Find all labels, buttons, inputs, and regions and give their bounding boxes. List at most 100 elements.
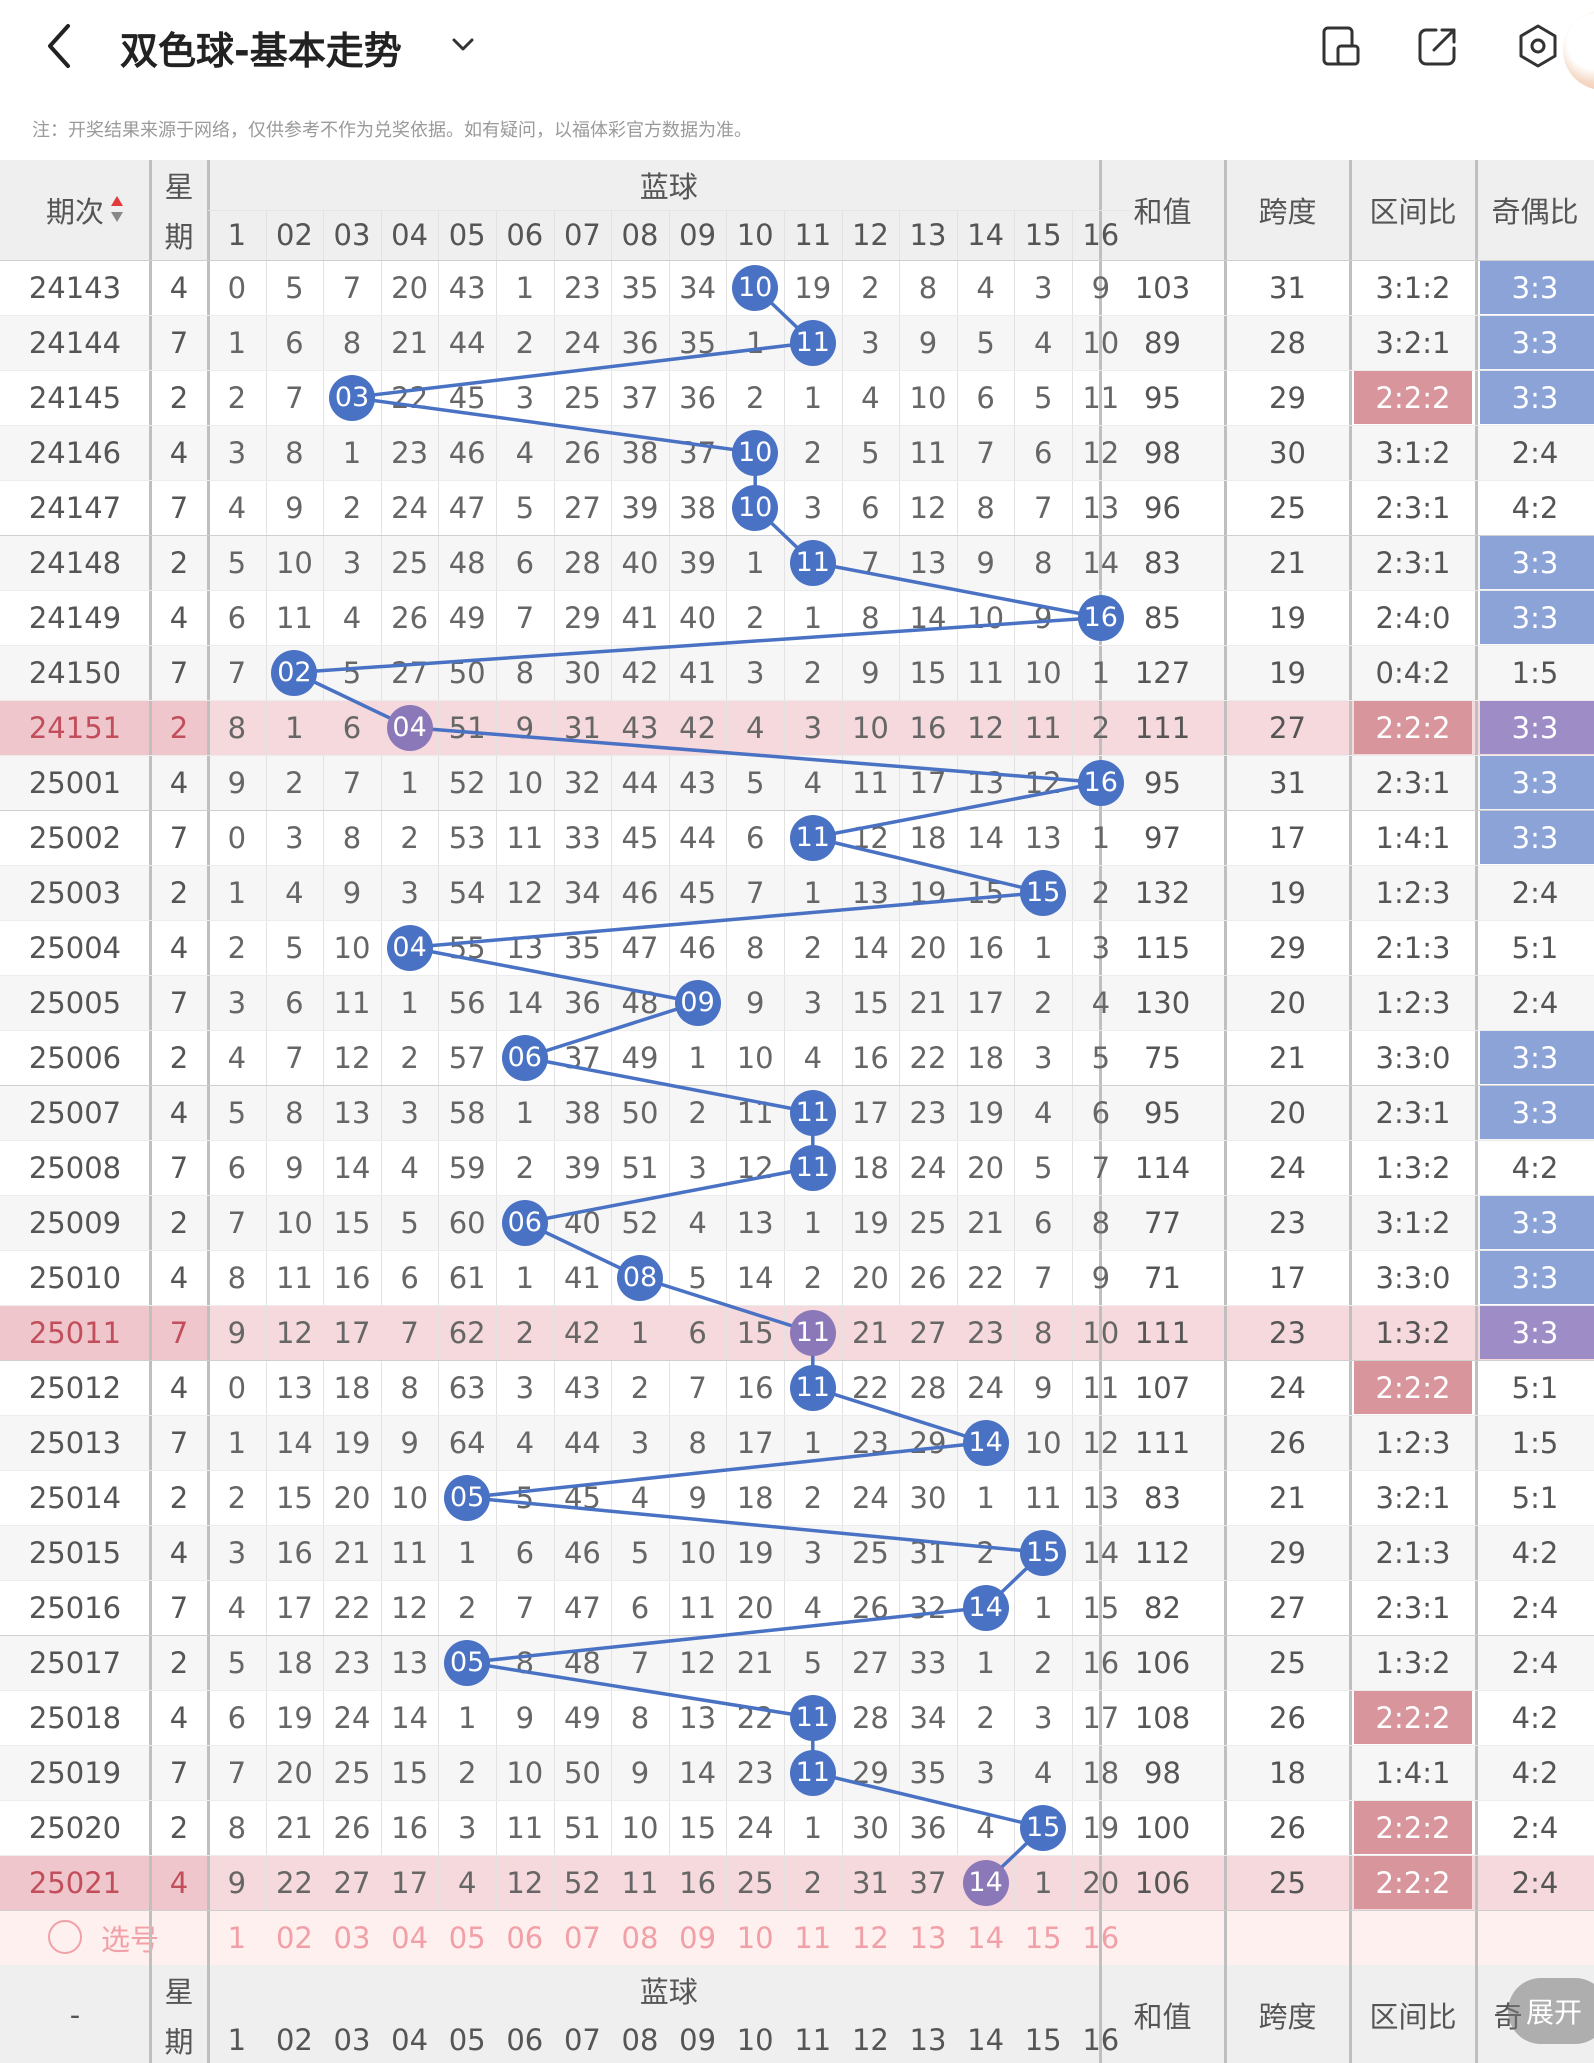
sum-cell: 115 <box>1134 930 1191 965</box>
header-col-09: 09 <box>679 218 717 252</box>
miss-count-cell: 18 <box>967 1040 1005 1075</box>
select-ball-14[interactable]: 14 <box>967 1920 1005 1955</box>
odd-even-cell: 4:2 <box>1511 1150 1559 1185</box>
miss-count-cell: 5 <box>745 765 765 800</box>
sum-cell: 112 <box>1134 1535 1191 1570</box>
back-arrow-icon[interactable] <box>38 18 88 74</box>
header-col-14: 14 <box>967 218 1005 252</box>
miss-count-cell: 23 <box>909 1095 947 1130</box>
row-highlight-left <box>0 1305 208 1360</box>
miss-count-cell: 46 <box>679 930 717 965</box>
week-cell: 2 <box>169 875 189 910</box>
select-ball-06[interactable]: 06 <box>506 1920 544 1955</box>
select-ball-09[interactable]: 09 <box>679 1920 717 1955</box>
chevron-down-icon[interactable] <box>446 30 480 60</box>
share-icon[interactable] <box>1414 22 1462 70</box>
odd-even-cell: 4:2 <box>1511 1755 1559 1790</box>
miss-count-cell: 3 <box>803 490 823 525</box>
miss-count-cell: 30 <box>851 1810 889 1845</box>
miss-count-cell: 19 <box>851 1205 889 1240</box>
expand-button[interactable]: 展开 <box>1508 1978 1594 2044</box>
miss-count-cell: 4 <box>227 490 247 525</box>
week-cell: 4 <box>169 1700 189 1735</box>
miss-count-cell: 6 <box>285 325 304 360</box>
zone-ratio-cell: 3:2:1 <box>1375 325 1451 360</box>
miss-count-cell: 9 <box>688 1480 707 1515</box>
footer-col-14: 14 <box>967 2023 1005 2057</box>
settings-icon[interactable] <box>1514 22 1562 70</box>
row-highlight-left <box>0 1855 208 1910</box>
miss-count-cell: 3 <box>1033 1040 1053 1075</box>
sum-cell: 95 <box>1144 380 1181 415</box>
miss-count-cell: 33 <box>909 1645 947 1680</box>
miss-count-cell: 27 <box>333 1865 371 1900</box>
miss-count-cell: 12 <box>967 710 1005 745</box>
miss-count-cell: 6 <box>400 1260 419 1295</box>
select-ball-03[interactable]: 03 <box>333 1920 371 1955</box>
miss-count-cell: 13 <box>679 1700 717 1735</box>
miss-count-cell: 10 <box>679 1535 717 1570</box>
blue-ball: 11 <box>789 1144 836 1191</box>
miss-count-cell: 11 <box>621 1865 659 1900</box>
miss-count-cell: 22 <box>275 1865 313 1900</box>
select-ball-1[interactable]: 1 <box>227 1920 247 1955</box>
miss-count-cell: 2 <box>227 930 247 965</box>
miss-count-cell: 20 <box>275 1755 313 1790</box>
select-ball-02[interactable]: 02 <box>275 1920 313 1955</box>
footer-header-background <box>0 1965 1594 2063</box>
miss-count-cell: 9 <box>861 655 880 690</box>
odd-even-cell: 2:4 <box>1511 875 1559 910</box>
miss-count-cell: 1 <box>803 1425 823 1460</box>
layout-toggle-icon[interactable] <box>1316 22 1364 70</box>
miss-count-cell: 2 <box>803 1865 823 1900</box>
span-cell: 26 <box>1269 1810 1306 1845</box>
miss-count-cell: 7 <box>745 875 765 910</box>
assistant-avatar[interactable] <box>1563 10 1594 90</box>
blue-ball: 10 <box>732 264 779 311</box>
select-circle-icon[interactable] <box>48 1920 82 1954</box>
miss-count-cell: 29 <box>563 600 601 635</box>
select-ball-08[interactable]: 08 <box>621 1920 659 1955</box>
miss-count-cell: 11 <box>1024 1480 1062 1515</box>
miss-count-cell: 26 <box>909 1260 947 1295</box>
miss-count-cell: 12 <box>851 820 889 855</box>
miss-count-cell: 30 <box>563 655 601 690</box>
period-cell: 24144 <box>28 325 122 360</box>
miss-count-cell: 11 <box>679 1590 717 1625</box>
week-cell: 2 <box>169 545 189 580</box>
period-cell: 25012 <box>28 1370 122 1405</box>
grid-line <box>208 210 1130 211</box>
select-ball-15[interactable]: 15 <box>1024 1920 1062 1955</box>
zone-ratio-cell: 2:1:3 <box>1375 930 1451 965</box>
period-cell: 24143 <box>28 270 122 305</box>
span-cell: 25 <box>1269 1865 1306 1900</box>
sum-cell: 89 <box>1144 325 1181 360</box>
week-cell: 7 <box>169 1150 189 1185</box>
miss-count-cell: 5 <box>515 490 535 525</box>
select-ball-11[interactable]: 11 <box>794 1920 832 1955</box>
select-ball-05[interactable]: 05 <box>448 1920 486 1955</box>
blue-ball: 15 <box>1020 869 1067 916</box>
footer-week-bottom: 期 <box>164 2025 194 2059</box>
miss-count-cell: 2 <box>976 1535 995 1570</box>
miss-count-cell: 44 <box>448 325 486 360</box>
footer-col-06: 06 <box>506 2023 544 2057</box>
sort-icon[interactable] <box>110 194 124 224</box>
miss-count-cell: 1 <box>227 1425 247 1460</box>
select-ball-12[interactable]: 12 <box>851 1920 889 1955</box>
period-cell: 25007 <box>28 1095 122 1130</box>
miss-count-cell: 1 <box>515 270 535 305</box>
miss-count-cell: 26 <box>391 600 429 635</box>
select-ball-10[interactable]: 10 <box>736 1920 774 1955</box>
miss-count-cell: 2 <box>1033 985 1053 1020</box>
select-ball-04[interactable]: 04 <box>391 1920 429 1955</box>
miss-count-cell: 14 <box>333 1150 371 1185</box>
week-cell: 2 <box>169 1480 189 1515</box>
select-ball-07[interactable]: 07 <box>563 1920 601 1955</box>
week-cell: 2 <box>169 1645 189 1680</box>
miss-count-cell: 5 <box>227 545 247 580</box>
column-divider <box>1224 160 1227 2063</box>
row-divider <box>0 260 1594 261</box>
miss-count-cell: 20 <box>391 270 429 305</box>
select-ball-13[interactable]: 13 <box>909 1920 947 1955</box>
